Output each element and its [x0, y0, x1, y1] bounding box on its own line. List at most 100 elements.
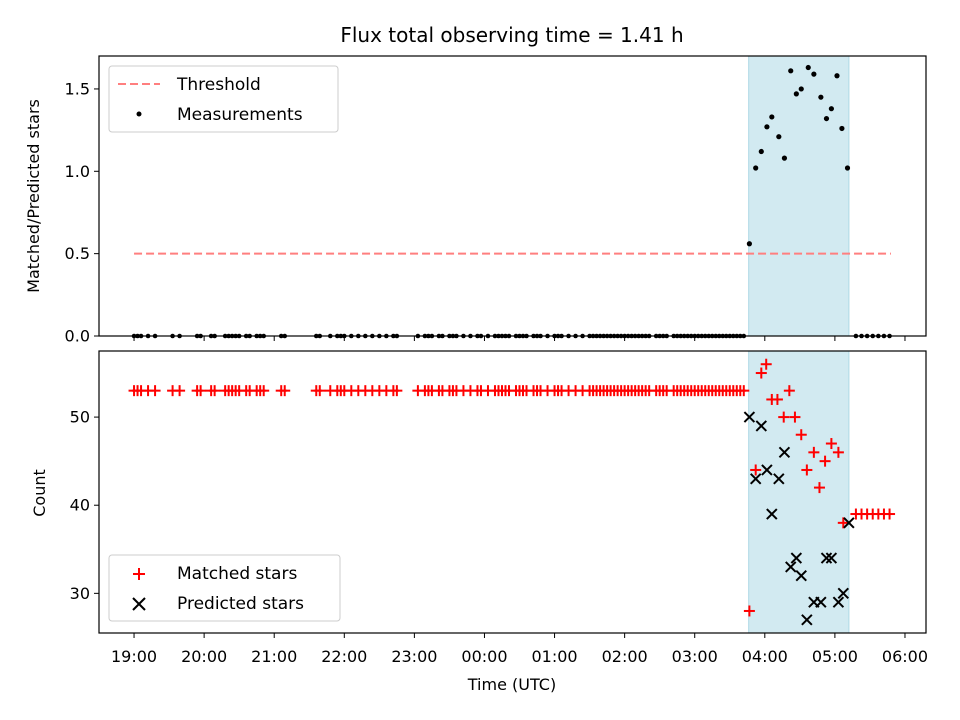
predicted-star-marker [749, 473, 762, 485]
predicted-star-marker [790, 552, 803, 564]
predicted-star-marker [832, 596, 845, 608]
predicted-star-marker [795, 570, 807, 582]
matched-star-marker [837, 517, 849, 529]
matched-star-marker [819, 455, 831, 467]
predicted-star-marker [815, 596, 827, 608]
measurement-point [746, 241, 752, 247]
x-tick-label: 23:00 [391, 647, 437, 666]
matched-star-marker [314, 385, 326, 397]
x-tick-label: 20:00 [181, 647, 227, 666]
matched-star-marker [209, 385, 221, 397]
x-tick-label: 06:00 [882, 647, 928, 666]
matched-star-marker [258, 385, 270, 397]
matched-star-marker [801, 464, 813, 476]
x-tick-label: 21:00 [251, 647, 297, 666]
legend-predicted-swatch [132, 597, 146, 611]
predicted-star-marker [801, 614, 813, 626]
legend-measurement-swatch [136, 111, 142, 117]
top-y-axis-label: Matched/Predicted stars [24, 99, 43, 293]
predicted-star-marker [820, 552, 833, 564]
matched-star-marker [755, 367, 767, 379]
matched-star-marker [149, 385, 161, 397]
matched-star-marker [279, 385, 291, 397]
predicted-star-marker [825, 552, 838, 564]
x-tick-label: 04:00 [742, 647, 788, 666]
x-tick-label: 00:00 [461, 647, 507, 666]
bottom-highlight-span [748, 350, 850, 634]
matched-star-marker [825, 438, 837, 450]
legend-threshold-label: Threshold [176, 75, 261, 95]
matched-star-marker [750, 464, 762, 476]
measurement-point [805, 64, 811, 71]
measurement-point [828, 106, 834, 112]
measurement-point [788, 68, 794, 74]
measurement-point [818, 94, 824, 100]
legend-predicted-label: Predicted stars [177, 594, 304, 614]
chart-title: Flux total observing time = 1.41 h [340, 23, 683, 47]
measurement-point [781, 155, 788, 161]
measurement-point [793, 91, 799, 97]
top-y-tick-label: 1.0 [65, 162, 90, 181]
top-legend: Threshold Measurements [108, 65, 339, 133]
bottom-y-tick-label: 50 [70, 408, 90, 427]
matched-star-marker [760, 358, 772, 370]
matched-star-marker [808, 446, 820, 458]
x-tick-label: 22:00 [321, 647, 367, 666]
predicted-star-marker [766, 508, 778, 520]
x-tick-label: 01:00 [531, 647, 577, 666]
measurement-point [776, 134, 782, 140]
measurement-point [834, 73, 840, 79]
x-tick-label: 19:00 [111, 647, 157, 666]
predicted-star-marker [843, 517, 855, 529]
x-tick-label: 03:00 [672, 647, 718, 666]
predicted-star-marker [837, 587, 850, 600]
measurement-point [844, 165, 851, 171]
legend-measurements-label: Measurements [177, 105, 303, 125]
measurement-point [839, 125, 845, 132]
matched-star-marker [743, 605, 755, 617]
bottom-y-tick-label: 40 [70, 496, 90, 515]
matched-star-marker [789, 411, 801, 423]
bottom-legend: Matched stars Predicted stars [108, 554, 341, 622]
measurement-point [823, 115, 830, 122]
matched-star-marker [832, 446, 844, 458]
predicted-star-marker [773, 473, 785, 485]
top-highlight-span [748, 55, 850, 337]
measurement-point [758, 148, 764, 155]
measurement-point [764, 124, 770, 130]
matched-star-marker [174, 385, 186, 397]
matched-star-marker [771, 393, 783, 405]
matched-star-marker [195, 385, 207, 397]
top-axes-frame [98, 55, 927, 337]
bottom-y-axis-label: Count [30, 469, 49, 517]
x-tick-label: 02:00 [602, 647, 648, 666]
matched-star-marker [783, 385, 795, 397]
x-axis-label: Time (UTC) [467, 675, 556, 694]
top-y-tick-label: 1.5 [65, 79, 90, 98]
predicted-star-marker [761, 464, 773, 476]
matched-star-marker [884, 508, 896, 520]
measurement-point [811, 71, 817, 77]
bottom-legend-frame [108, 554, 341, 622]
matched-star-marker [813, 482, 825, 494]
measurement-point [769, 114, 775, 120]
predicted-star-marker [785, 561, 797, 573]
matched-star-marker [738, 385, 750, 397]
predicted-star-marker [778, 446, 791, 459]
top-y-tick-label: 0.0 [65, 327, 90, 346]
measurement-point [798, 86, 804, 92]
top-legend-frame [108, 65, 339, 133]
bottom-panel: 30 40 50 19:00 20:00 21:00 22:00 23:00 00:00 01:… [30, 350, 928, 694]
legend-matched-label: Matched stars [177, 564, 297, 584]
predicted-star-marker [743, 411, 756, 423]
top-panel: 0.0 0.5 1.0 1.5 Matched/Predicted stars Thr… [24, 55, 927, 346]
x-tick-label: 05:00 [812, 647, 858, 666]
bottom-y-tick-label: 30 [70, 584, 90, 603]
bottom-axes-frame [98, 350, 927, 634]
measurement-point [753, 165, 759, 171]
predicted-star-marker [755, 420, 768, 432]
top-y-tick-label: 0.5 [65, 244, 90, 263]
matched-star-marker [778, 411, 790, 423]
matched-star-marker [795, 429, 807, 441]
